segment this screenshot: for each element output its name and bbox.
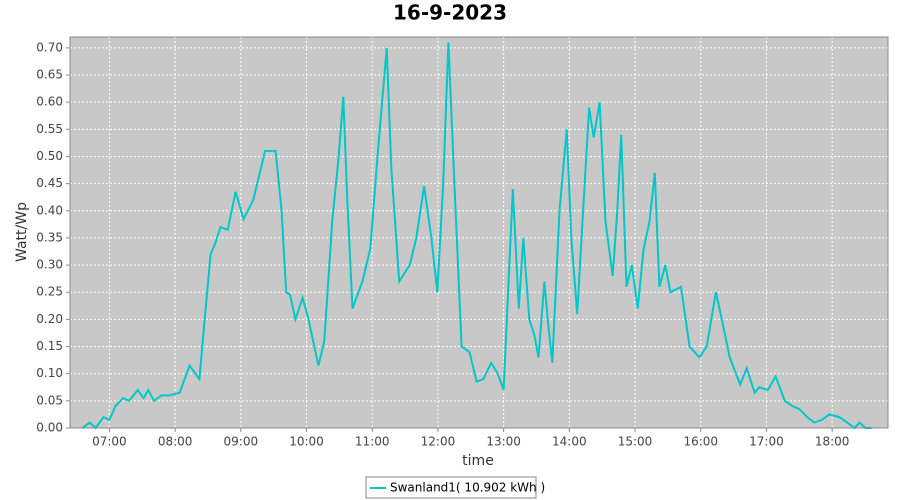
x-tick-label: 14:00 xyxy=(552,435,587,449)
y-tick-label: 0.30 xyxy=(36,258,63,272)
x-tick-label: 09:00 xyxy=(224,435,259,449)
y-tick-label: 0.65 xyxy=(36,68,63,82)
y-axis-label: Watt/Wp xyxy=(14,202,30,262)
y-tick-label: 0.50 xyxy=(36,149,63,163)
x-tick-label: 15:00 xyxy=(618,435,653,449)
y-tick-label: 0.05 xyxy=(36,393,63,407)
x-tick-label: 08:00 xyxy=(158,435,193,449)
x-tick-label: 12:00 xyxy=(421,435,456,449)
y-tick-label: 0.40 xyxy=(36,203,63,217)
y-tick-label: 0.45 xyxy=(36,176,63,190)
y-tick-label: 0.70 xyxy=(36,40,63,54)
y-tick-label: 0.10 xyxy=(36,366,63,380)
y-tick-label: 0.25 xyxy=(36,285,63,299)
x-axis-label: time xyxy=(462,453,494,469)
plot-border xyxy=(69,36,889,429)
y-tick-label: 0.60 xyxy=(36,95,63,109)
x-tick-label: 17:00 xyxy=(749,435,784,449)
y-tick-label: 0.00 xyxy=(36,421,63,435)
y-tick-label: 0.15 xyxy=(36,339,63,353)
x-tick-label: 10:00 xyxy=(289,435,324,449)
data-line xyxy=(81,42,872,430)
legend-label: Swanland1( 10.902 kWh ) xyxy=(390,481,545,495)
x-tick-label: 13:00 xyxy=(486,435,521,449)
y-tick-label: 0.55 xyxy=(36,122,63,136)
chart-title: 16-9-2023 xyxy=(393,1,507,25)
legend xyxy=(365,476,537,499)
x-tick-label: 18:00 xyxy=(815,435,850,449)
x-tick-label: 07:00 xyxy=(92,435,127,449)
y-tick-label: 0.20 xyxy=(36,312,63,326)
x-tick-label: 16:00 xyxy=(683,435,718,449)
y-tick-label: 0.35 xyxy=(36,230,63,244)
x-tick-label: 11:00 xyxy=(355,435,390,449)
